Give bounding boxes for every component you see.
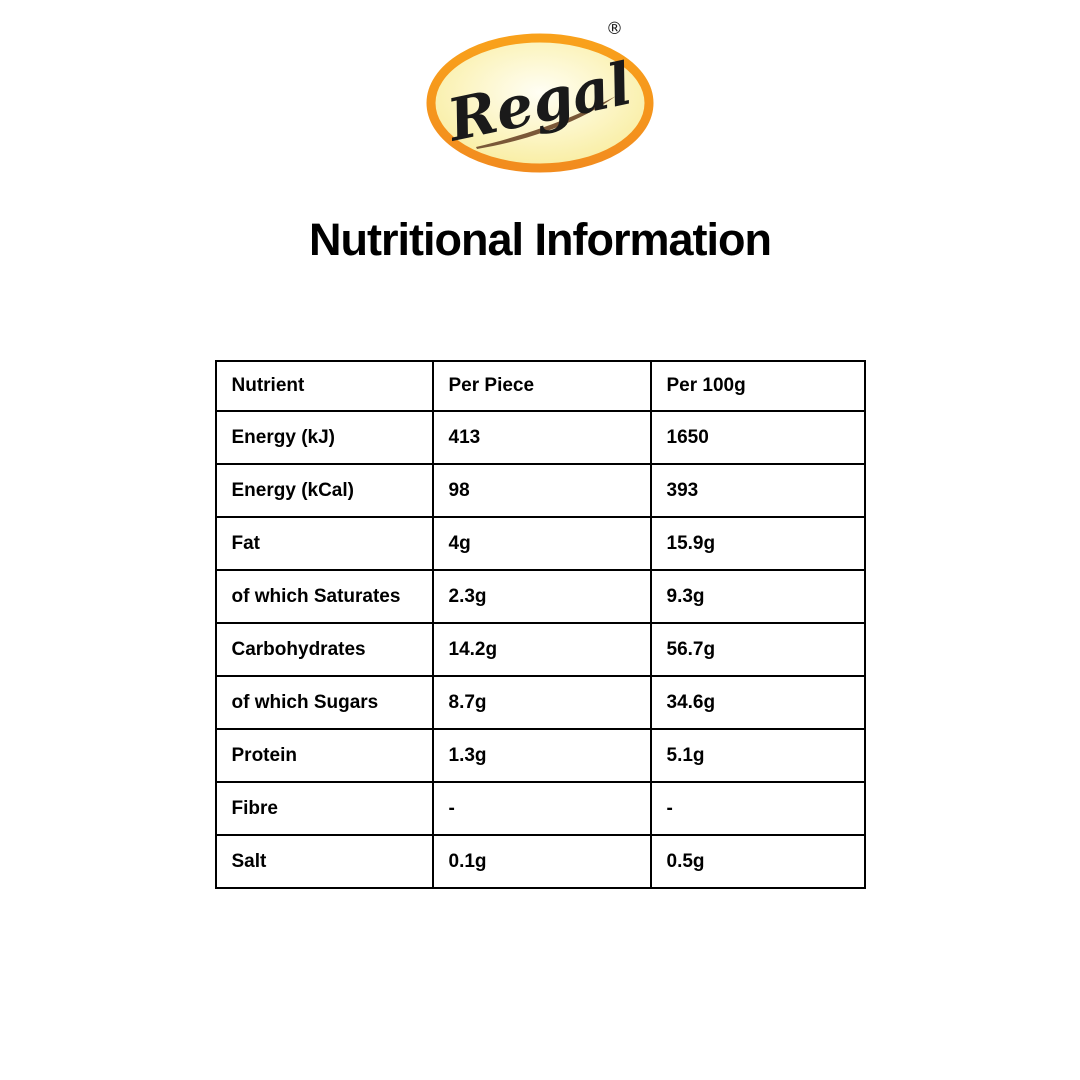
value-per-100g: 9.3g (649, 569, 866, 624)
nutrient-name: Fat (214, 516, 434, 571)
value-per-100g: 393 (649, 463, 866, 518)
value-per-100g: 0.5g (649, 834, 866, 889)
column-header-per-100g: Per 100g (649, 360, 866, 412)
regal-logo-graphic: Regal ® (426, 19, 654, 173)
nutrient-name: of which Saturates (214, 569, 434, 624)
column-header-nutrient: Nutrient (214, 360, 434, 412)
column-header-per-piece: Per Piece (431, 360, 652, 412)
value-per-100g: 15.9g (649, 516, 866, 571)
table-row: Energy (kJ) 413 1650 (214, 410, 866, 465)
page-title: Nutritional Information (309, 214, 772, 265)
registered-mark: ® (606, 19, 623, 39)
value-per-piece: 413 (431, 410, 652, 465)
value-per-piece: 0.1g (431, 834, 652, 889)
table-row: of which Saturates 2.3g 9.3g (214, 569, 866, 624)
value-per-piece: 8.7g (431, 675, 652, 730)
table-row: Fibre - - (214, 781, 866, 836)
nutrient-name: Carbohydrates (214, 622, 434, 677)
table-row: Carbohydrates 14.2g 56.7g (214, 622, 866, 677)
value-per-100g: 5.1g (649, 728, 866, 783)
regal-logo: Regal ® (0, 0, 1080, 178)
nutrient-name: Salt (214, 834, 434, 889)
table-row: of which Sugars 8.7g 34.6g (214, 675, 866, 730)
nutrient-name: of which Sugars (214, 675, 434, 730)
nutrient-name: Energy (kJ) (214, 410, 434, 465)
nutrition-table-container: Nutrient Per Piece Per 100g Energy (kJ) … (0, 360, 1080, 889)
value-per-piece: 2.3g (431, 569, 652, 624)
value-per-piece: - (431, 781, 652, 836)
value-per-piece: 98 (431, 463, 652, 518)
value-per-100g: 34.6g (649, 675, 866, 730)
nutrient-name: Energy (kCal) (214, 463, 434, 518)
logo-swoosh (476, 96, 616, 149)
value-per-100g: 56.7g (649, 622, 866, 677)
value-per-piece: 1.3g (431, 728, 652, 783)
logo-oval-ring (426, 33, 654, 173)
nutrition-table: Nutrient Per Piece Per 100g Energy (kJ) … (214, 360, 866, 889)
nutrient-name: Fibre (214, 781, 434, 836)
table-header-row: Nutrient Per Piece Per 100g (214, 360, 866, 412)
value-per-piece: 14.2g (431, 622, 652, 677)
table-row: Salt 0.1g 0.5g (214, 834, 866, 889)
value-per-100g: 1650 (649, 410, 866, 465)
value-per-piece: 4g (431, 516, 652, 571)
value-per-100g: - (649, 781, 866, 836)
table-row: Fat 4g 15.9g (214, 516, 866, 571)
table-row: Protein 1.3g 5.1g (214, 728, 866, 783)
table-row: Energy (kCal) 98 393 (214, 463, 866, 518)
nutrient-name: Protein (214, 728, 434, 783)
